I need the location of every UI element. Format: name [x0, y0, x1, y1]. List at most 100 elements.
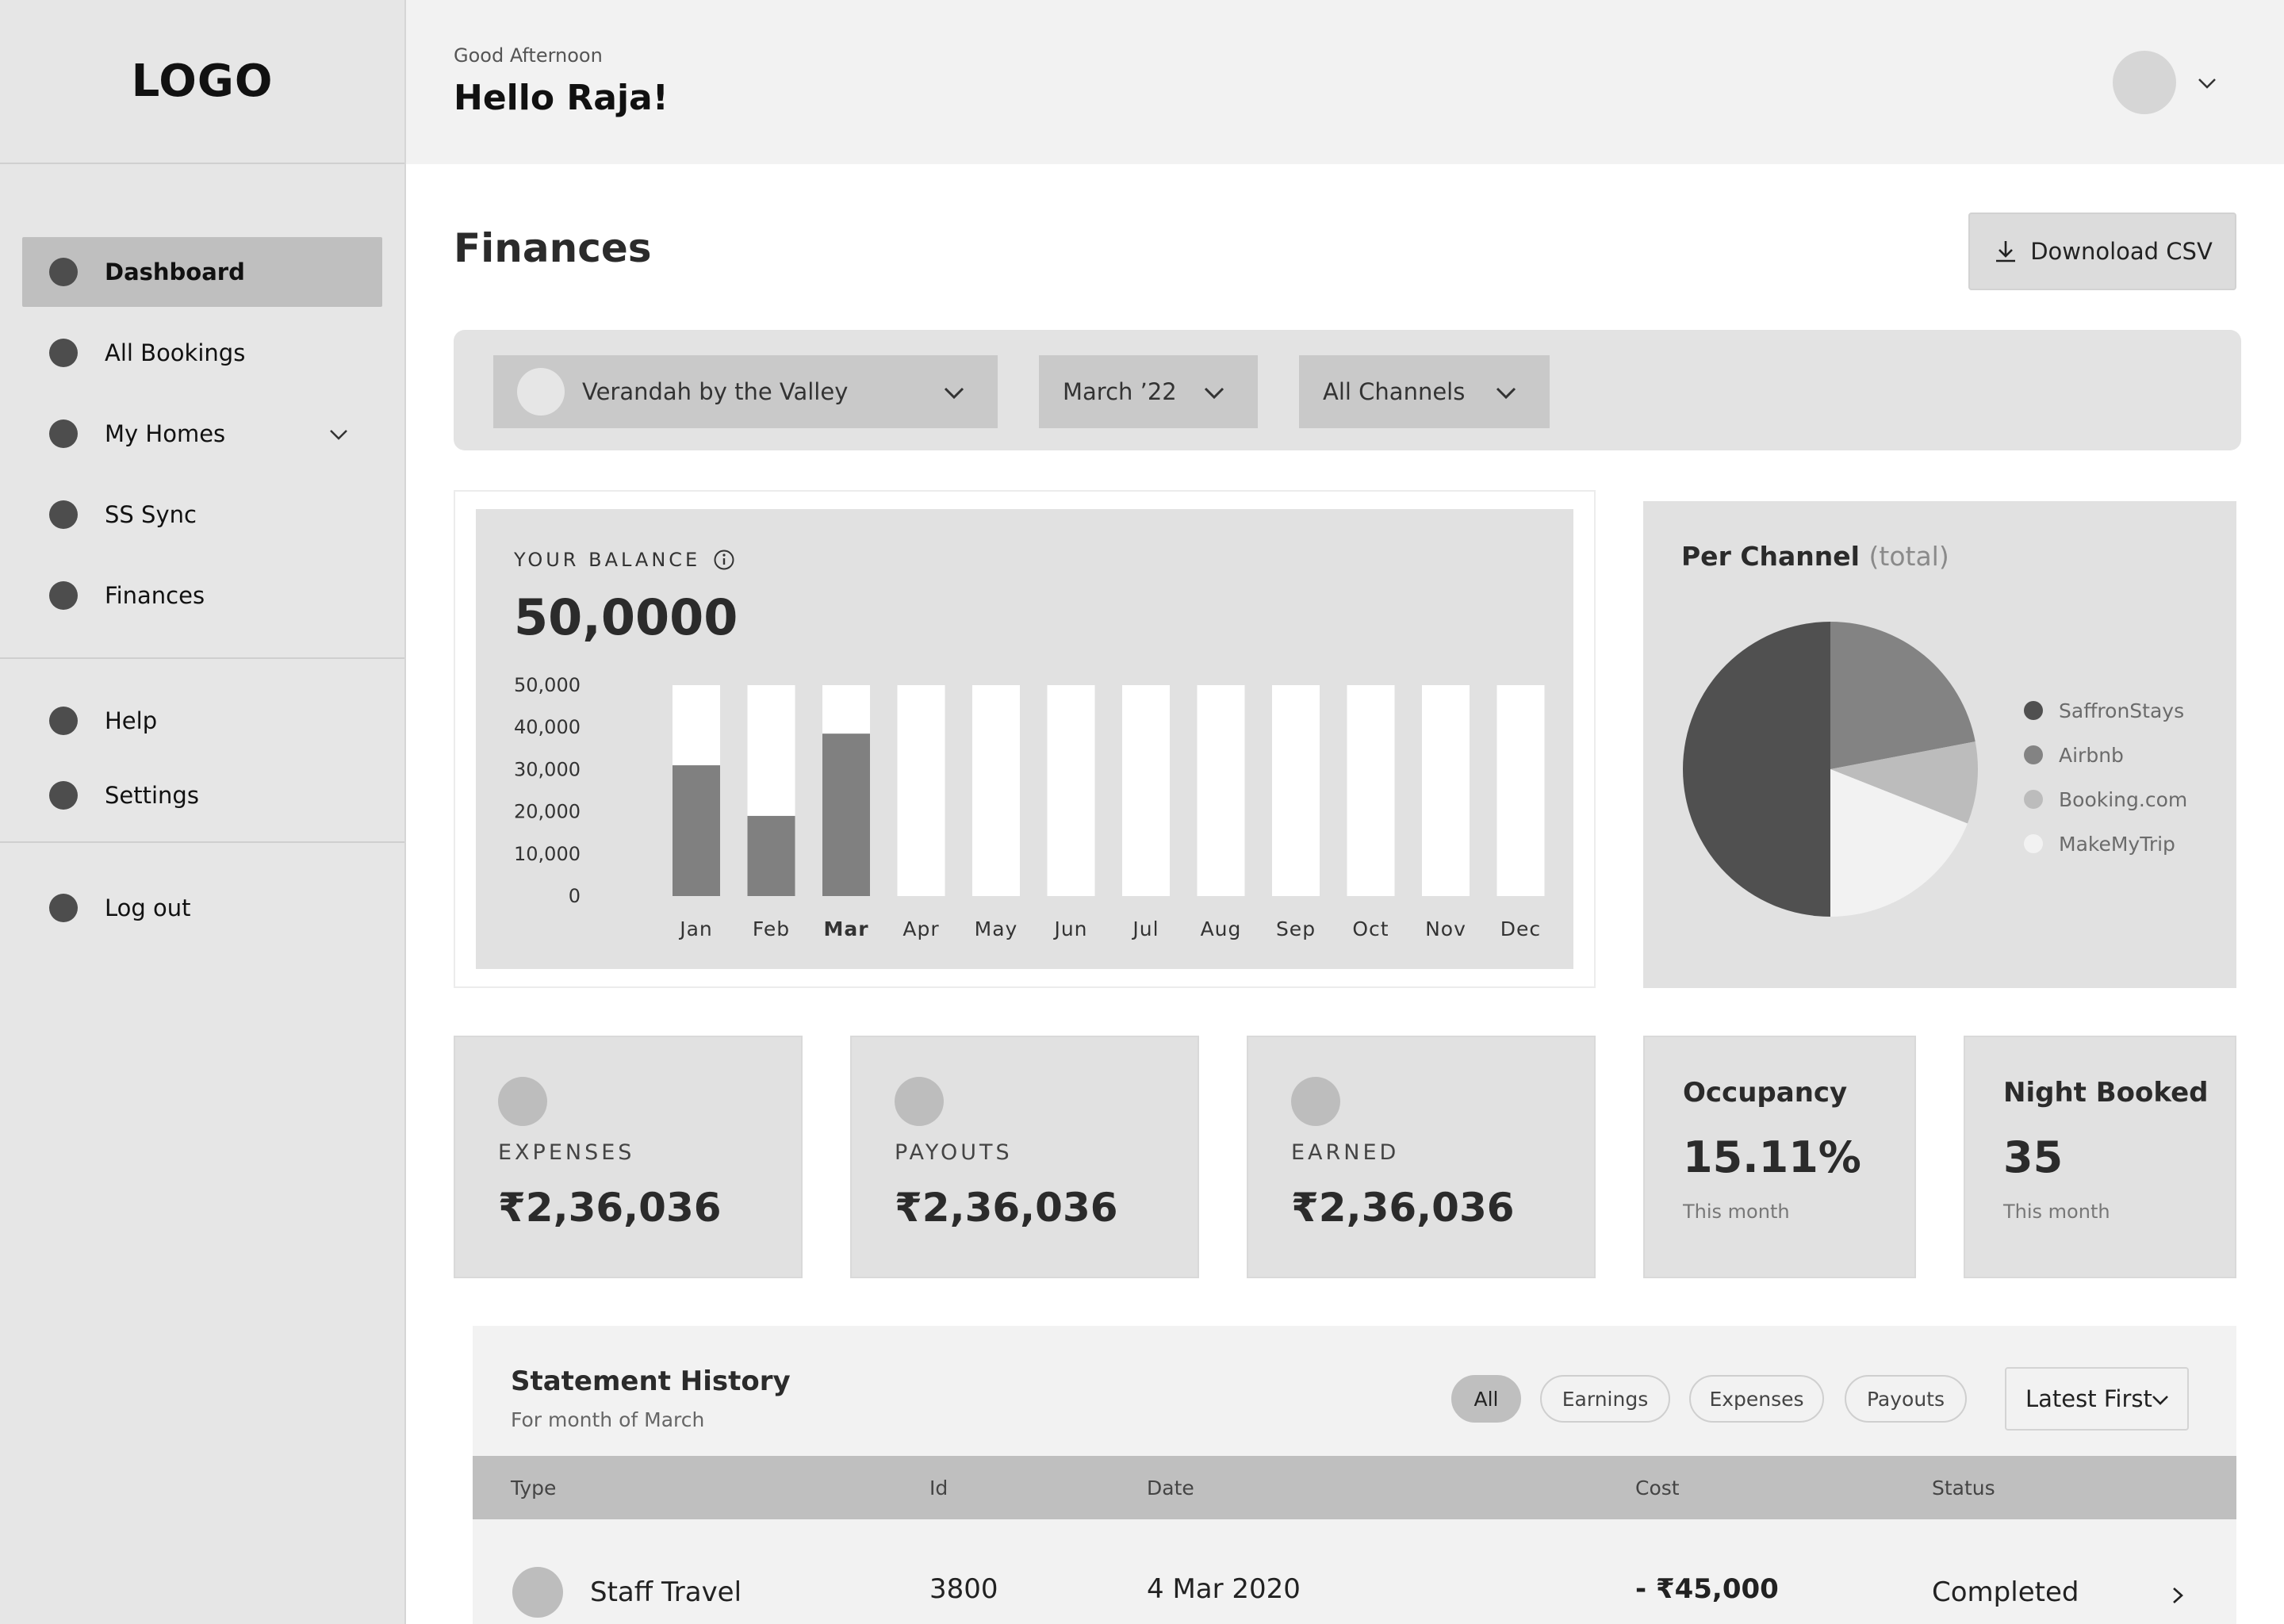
- channel-select[interactable]: All Channels: [1299, 355, 1550, 428]
- month-select[interactable]: March ’22: [1039, 355, 1258, 428]
- hello-heading: Hello Raja!: [454, 78, 669, 118]
- greeting-text: Good Afternoon: [454, 44, 603, 67]
- statement-history: Statement History For month of March All…: [473, 1326, 2236, 1624]
- sidebar-item-my-homes[interactable]: My Homes: [22, 399, 382, 469]
- occupancy-sub: This month: [1683, 1201, 1790, 1223]
- top-header: Good Afternoon Hello Raja!: [406, 0, 2284, 164]
- bar-mar: [822, 733, 870, 896]
- channel-select-value: All Channels: [1323, 378, 1466, 405]
- sidebar: LOGO Dashboard All Bookings My Homes SS …: [0, 0, 406, 1624]
- filter-bar: Verandah by the Valley March ’22 All Cha…: [454, 330, 2241, 450]
- earned-label: EARNED: [1291, 1140, 1400, 1165]
- occupancy-card: Occupancy 15.11% This month: [1643, 1036, 1916, 1278]
- sidebar-item-label: Settings: [105, 782, 199, 809]
- occupancy-title: Occupancy: [1683, 1077, 1848, 1109]
- statement-subtitle: For month of March: [511, 1408, 705, 1431]
- x-tick-label-may: May: [975, 917, 1018, 940]
- avatar[interactable]: [2113, 51, 2176, 114]
- chevron-down-icon: [1204, 387, 1224, 400]
- sort-select-value: Latest First: [2025, 1385, 2152, 1412]
- sidebar-item-label: Log out: [105, 894, 191, 921]
- sidebar-item-finances[interactable]: Finances: [22, 561, 382, 630]
- y-tick-label: 10,000: [514, 843, 581, 865]
- bar-feb: [747, 815, 795, 896]
- nav-divider: [0, 841, 404, 843]
- logo[interactable]: LOGO: [131, 56, 274, 107]
- expenses-icon: [498, 1077, 547, 1126]
- bar-track-jun: [1047, 685, 1095, 896]
- balance-value: 50,0000: [514, 588, 738, 646]
- occupancy-value: 15.11%: [1683, 1132, 1861, 1182]
- table-row[interactable]: Staff Travel 3800 4 Mar 2020 - ₹45,000 C…: [473, 1519, 2236, 1624]
- pie-legend: SaffronStays Airbnb Booking.com MakeMyTrip: [2024, 688, 2187, 866]
- y-tick-label: 50,000: [514, 674, 581, 696]
- settings-icon: [49, 781, 78, 810]
- legend-swatch: [2024, 701, 2043, 720]
- balance-card: 50,000 40,000 30,000 20,000 10,000 0 Jan Feb Mar…: [476, 509, 1573, 969]
- payouts-card: PAYOUTS ₹2,36,036: [850, 1036, 1199, 1278]
- chevron-right-icon[interactable]: [2168, 1584, 2187, 1607]
- column-header-type[interactable]: Type: [511, 1477, 557, 1500]
- staff-travel-icon: [512, 1567, 563, 1618]
- home-select-value: Verandah by the Valley: [582, 378, 849, 405]
- nav-divider: [0, 657, 404, 659]
- sort-select[interactable]: Latest First: [2005, 1367, 2189, 1431]
- sidebar-item-dashboard[interactable]: Dashboard: [22, 237, 382, 307]
- chevron-down-icon[interactable]: [2195, 71, 2219, 95]
- column-header-cost[interactable]: Cost: [1635, 1477, 1680, 1500]
- nights-booked-value: 35: [2003, 1132, 2064, 1182]
- expenses-value: ₹2,36,036: [498, 1185, 722, 1231]
- sidebar-item-label: SS Sync: [105, 501, 197, 528]
- sidebar-item-label: All Bookings: [105, 339, 246, 366]
- dashboard-icon: [49, 258, 78, 286]
- chevron-down-icon[interactable]: [327, 423, 351, 446]
- nights-booked-title: Night Booked: [2003, 1077, 2209, 1109]
- filter-pill-all[interactable]: All: [1451, 1375, 1521, 1423]
- sidebar-item-settings[interactable]: Settings: [22, 764, 382, 827]
- legend-swatch: [2024, 745, 2043, 764]
- legend-item-booking-com: Booking.com: [2024, 777, 2187, 822]
- primary-nav: Dashboard All Bookings My Homes SS Sync …: [0, 164, 404, 630]
- bar-track-jul: [1122, 685, 1170, 896]
- sidebar-item-label: Finances: [105, 582, 205, 609]
- info-icon[interactable]: [713, 549, 735, 571]
- sidebar-item-help[interactable]: Help: [22, 689, 382, 753]
- filter-pill-earnings[interactable]: Earnings: [1540, 1375, 1670, 1423]
- balance-label: YOUR BALANCE: [514, 549, 735, 571]
- row-cost: - ₹45,000: [1635, 1573, 1779, 1605]
- filter-pill-payouts[interactable]: Payouts: [1845, 1375, 1967, 1423]
- pie-slice-saffronstays: [1683, 622, 1830, 917]
- help-icon: [49, 707, 78, 735]
- home-select[interactable]: Verandah by the Valley: [493, 355, 998, 428]
- download-icon: [1996, 241, 2016, 262]
- column-header-date[interactable]: Date: [1147, 1477, 1194, 1500]
- sidebar-item-ss-sync[interactable]: SS Sync: [22, 480, 382, 550]
- x-tick-label-jul: Jul: [1131, 917, 1159, 940]
- bookings-icon: [49, 339, 78, 367]
- sidebar-item-label: My Homes: [105, 420, 226, 447]
- download-csv-label: Downoload CSV: [2030, 238, 2213, 265]
- footer-nav: Log out: [0, 843, 404, 943]
- payouts-value: ₹2,36,036: [895, 1185, 1118, 1231]
- x-tick-label-jan: Jan: [678, 917, 713, 940]
- per-channel-title-note: (total): [1868, 541, 1949, 572]
- row-id: 3800: [929, 1573, 998, 1605]
- download-csv-button[interactable]: Downoload CSV: [1968, 213, 2236, 290]
- bar-track-dec: [1496, 685, 1545, 896]
- y-tick-label: 0: [569, 885, 581, 907]
- column-header-id[interactable]: Id: [929, 1477, 948, 1500]
- sidebar-item-all-bookings[interactable]: All Bookings: [22, 318, 382, 388]
- x-tick-label-aug: Aug: [1201, 917, 1242, 940]
- filter-pill-expenses[interactable]: Expenses: [1689, 1375, 1824, 1423]
- legend-label: Airbnb: [2059, 743, 2124, 767]
- bar-track-aug: [1197, 685, 1245, 896]
- row-type: Staff Travel: [590, 1576, 742, 1608]
- column-header-status[interactable]: Status: [1932, 1477, 1995, 1500]
- sidebar-item-log-out[interactable]: Log out: [22, 873, 382, 943]
- x-tick-label-sep: Sep: [1276, 917, 1316, 940]
- legend-item-saffronstays: SaffronStays: [2024, 688, 2187, 733]
- expenses-card: EXPENSES ₹2,36,036: [454, 1036, 803, 1278]
- home-avatar: [517, 368, 565, 416]
- logout-icon: [49, 894, 78, 922]
- pie-slice-booking-com: [1830, 741, 1978, 824]
